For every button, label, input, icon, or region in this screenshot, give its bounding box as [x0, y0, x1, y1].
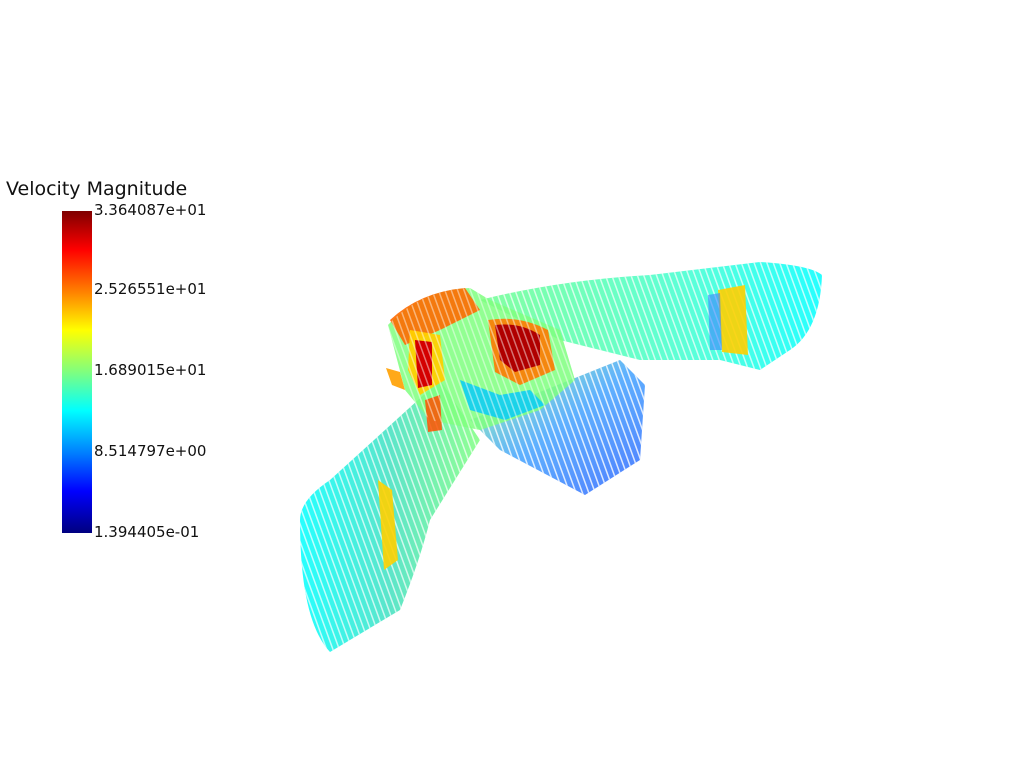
- colorbar-tick-label: 1.689015e+01: [94, 361, 207, 379]
- colorbar: [62, 211, 92, 533]
- colorbar-tick-label: 8.514797e+00: [94, 442, 207, 460]
- colorbar-title: Velocity Magnitude: [6, 178, 188, 200]
- colorbar-tick-label: 1.394405e-01: [94, 523, 200, 541]
- junction-vectors: [386, 288, 575, 432]
- colorbar-tick-label: 3.364087e+01: [94, 201, 207, 219]
- left-arm-vectors: [300, 380, 480, 652]
- front-duct-vectors: [470, 360, 645, 495]
- colorbar-tick-label: 2.526551e+01: [94, 280, 207, 298]
- right-arm-vectors: [480, 262, 822, 370]
